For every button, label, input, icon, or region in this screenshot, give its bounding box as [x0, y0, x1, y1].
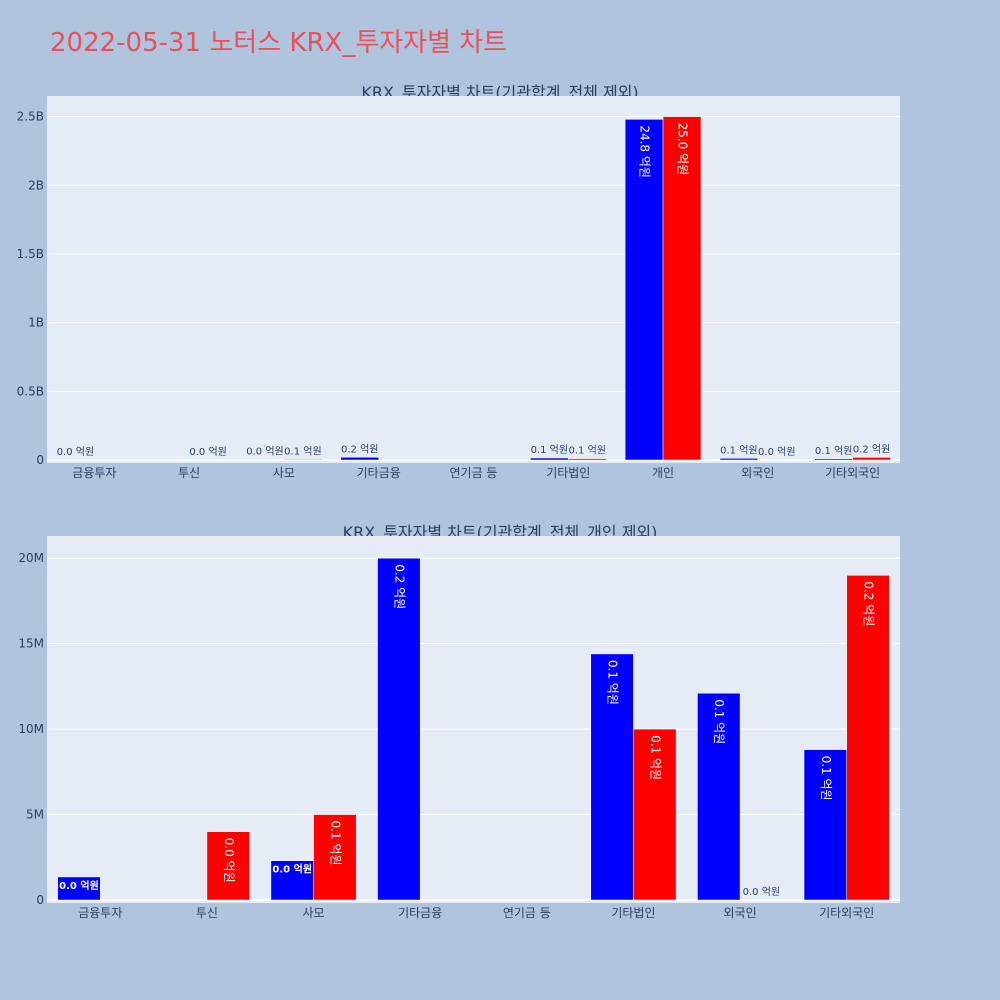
- chart1-data-label: 0.1 억원: [815, 445, 852, 457]
- chart1-ytick-label: 1.5B: [17, 247, 44, 261]
- chart2-bar: [590, 653, 634, 901]
- page-title: 2022-05-31 노터스 KRX_투자자별 차트: [50, 28, 508, 58]
- chart1-bar: [568, 458, 607, 461]
- chart1-xtick-label: 연기금 등: [450, 466, 498, 480]
- chart2-data-label: 0.1 억원: [648, 735, 662, 780]
- chart1-plot-area: [47, 96, 900, 463]
- chart2-xtick-label: 기타외국인: [819, 906, 874, 920]
- chart2-data-label: 0.1 억원: [712, 699, 726, 744]
- chart2-bar: [377, 557, 421, 901]
- chart2-bar: [206, 831, 250, 901]
- chart2-bar: [633, 728, 677, 901]
- chart1-xtick-label: 기타외국인: [825, 466, 880, 480]
- chart2-ytick-label: 20M: [18, 551, 44, 565]
- chart1-bar: [340, 457, 379, 461]
- chart1-bar: [624, 119, 664, 461]
- chart2-xtick-label: 사모: [303, 906, 325, 920]
- chart2-xtick-label: 기타법인: [611, 906, 655, 920]
- chart1-bar: [852, 457, 891, 461]
- chart1-bar: [283, 459, 323, 461]
- chart2-data-label: 0.0 억원: [743, 886, 780, 898]
- chart1-xtick-label: 사모: [273, 466, 295, 480]
- chart1-ytick-label: 0.5B: [17, 384, 44, 398]
- chart2-bar: [270, 860, 314, 901]
- chart2-data-label: 0.1 억원: [819, 756, 833, 801]
- chart1-xtick-label: 개인: [652, 466, 674, 480]
- chart1-xtick-label: 외국인: [741, 466, 774, 480]
- chart2-data-label: 0.0 억원: [272, 863, 312, 876]
- chart2-data-label: 0.0 억원: [222, 838, 236, 883]
- chart2-xtick-label: 투신: [196, 906, 218, 920]
- chart2-xtick-label: 외국인: [724, 906, 757, 920]
- chart1-ytick-label: 2.5B: [17, 110, 44, 124]
- chart2-xtick-label: 금융투자: [78, 906, 122, 920]
- chart1-xtick-label: 기타법인: [546, 466, 590, 480]
- chart2-data-label: 0.0 억원: [59, 879, 99, 892]
- chart1-data-label: 0.1 억원: [531, 444, 568, 456]
- chart1-data-label: 0.2 억원: [341, 443, 378, 455]
- chart2-data-label: 0.1 억원: [328, 821, 342, 866]
- chart2-ytick-label: 0: [36, 893, 44, 907]
- chart1-data-label: 0.1 억원: [720, 444, 757, 456]
- chart1-data-label: 0.1 억원: [284, 445, 321, 457]
- chart2-xtick-label: 연기금 등: [503, 906, 551, 920]
- chart1-data-label: 0.0 억원: [758, 446, 795, 458]
- chart1-bar: [662, 116, 702, 461]
- chart1-xtick-label: 금융투자: [72, 466, 116, 480]
- chart1-bar: [530, 457, 569, 461]
- chart2-data-label: 0.2 억원: [392, 564, 406, 609]
- chart2-bar: [57, 876, 101, 901]
- chart2-bar: [846, 575, 890, 901]
- chart2-plot-area: [47, 536, 900, 903]
- chart1-data-label: 0.2 억원: [853, 443, 890, 455]
- chart1-data-label: 0.1 억원: [568, 445, 605, 457]
- chart1-ytick-label: 1B: [28, 316, 44, 330]
- chart1-data-label: 0.0 억원: [57, 446, 94, 458]
- chart1-data-label: 0.0 억원: [246, 446, 283, 458]
- chart2-ytick-label: 15M: [18, 637, 44, 651]
- chart2-bar: [313, 814, 357, 901]
- chart1-xtick-label: 투신: [178, 466, 200, 480]
- chart1-data-label: 0.0 억원: [189, 446, 226, 458]
- chart2-bar: [697, 692, 741, 901]
- chart2-ytick-label: 5M: [26, 808, 44, 822]
- chart1-ytick-label: 0: [36, 453, 44, 467]
- chart1-bar: [814, 458, 853, 461]
- chart1-xtick-label: 기타금융: [357, 466, 401, 480]
- chart2-data-label: 0.2 억원: [862, 581, 876, 626]
- chart1-data-label: 25.0 억원: [676, 123, 690, 176]
- chart2-bar: [803, 749, 847, 901]
- chart1-ytick-label: 2B: [28, 178, 44, 192]
- chart2-data-label: 0.1 억원: [606, 660, 620, 705]
- chart1-bar: [719, 458, 759, 461]
- chart2-xtick-label: 기타금융: [398, 906, 442, 920]
- chart2-ytick-label: 10M: [18, 722, 44, 736]
- chart1-data-label: 24.8 억원: [638, 125, 652, 178]
